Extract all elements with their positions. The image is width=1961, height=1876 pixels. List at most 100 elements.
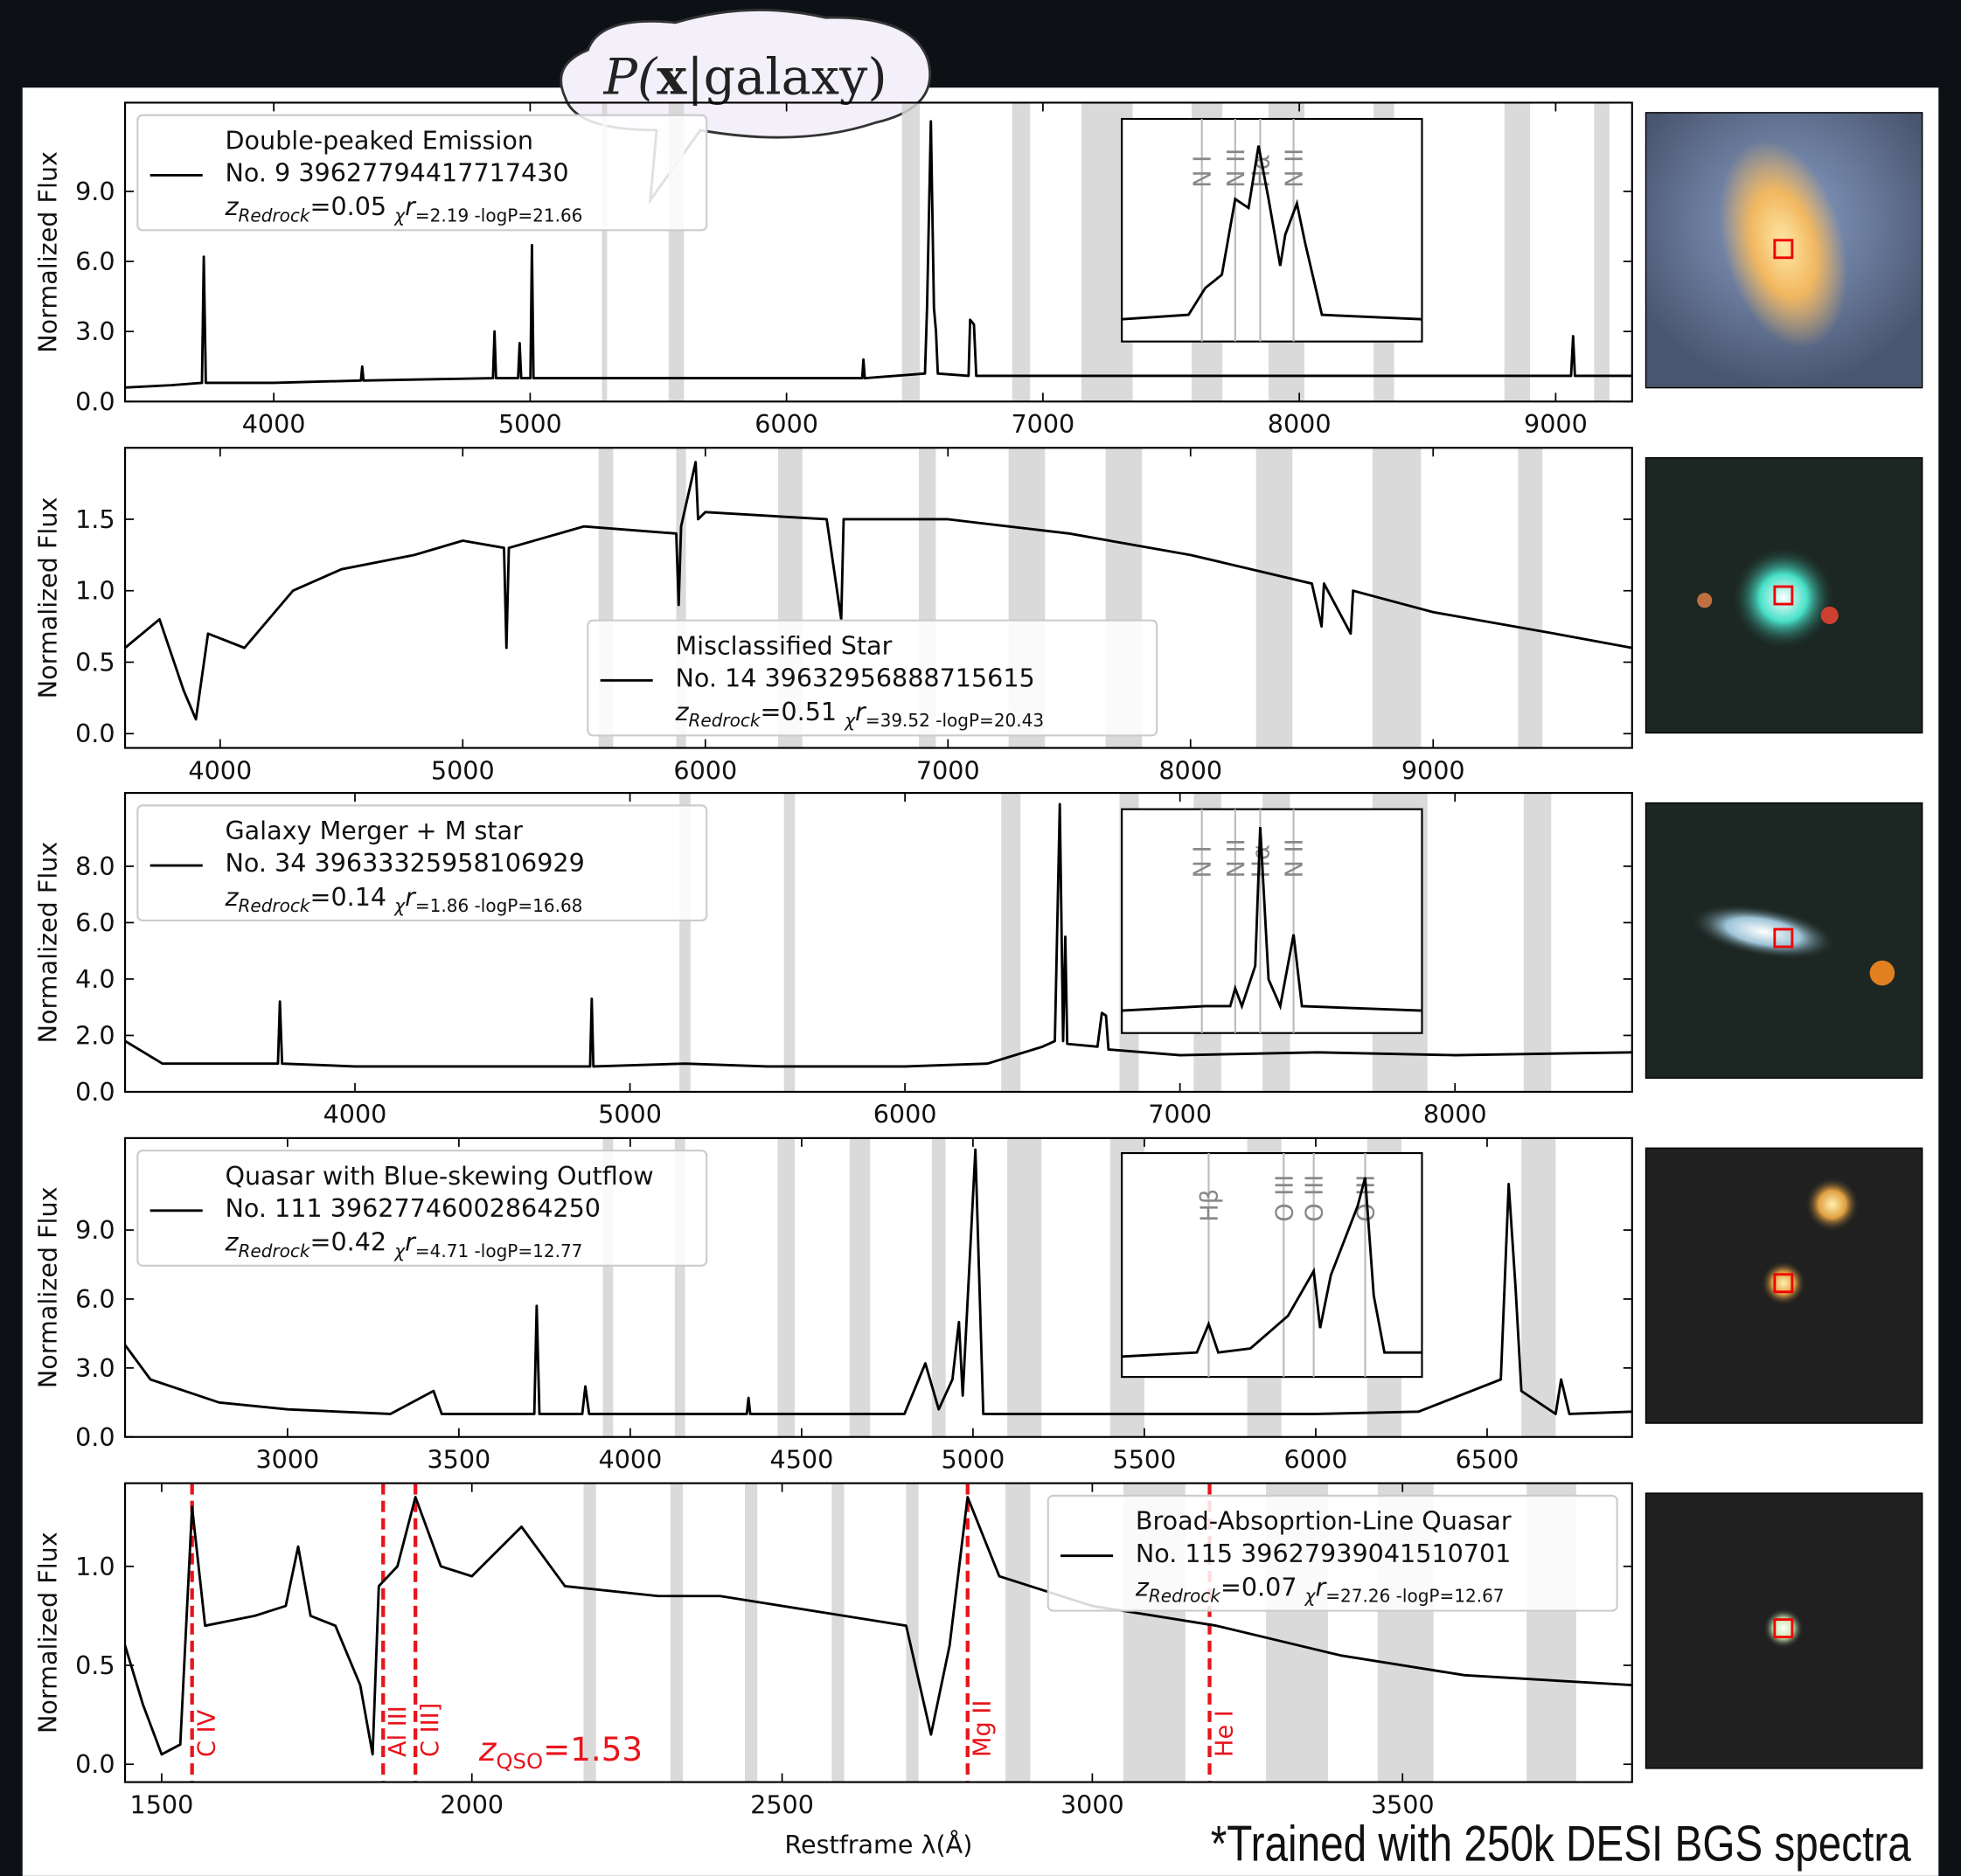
legend-id: No. 34 39633325958106929: [225, 848, 584, 878]
x-tick-label: 6000: [873, 1100, 937, 1129]
inset-box: [1122, 119, 1422, 342]
x-tick-label: 1500: [130, 1789, 194, 1819]
line-label: C IV: [193, 1709, 220, 1757]
sky-mask: [1524, 793, 1551, 1092]
bubble-part: x: [657, 47, 687, 106]
x-tick-label: 4000: [323, 1100, 387, 1129]
legend-stats-part: Redrock: [239, 205, 311, 226]
x-tick-label: 6000: [754, 409, 818, 439]
inset-line-label: N I: [1190, 845, 1217, 878]
x-tick-label: 2000: [440, 1789, 504, 1819]
legend-stats-part: =4.71 -logP=12.77: [415, 1240, 583, 1261]
sky-mask: [671, 1483, 683, 1782]
legend-stats-part: =1.86 -logP=16.68: [415, 895, 583, 916]
star: [1870, 961, 1895, 986]
x-tick-label: 5000: [942, 1445, 1005, 1475]
y-tick-label: 2.0: [75, 1020, 115, 1050]
x-tick-label: 4500: [770, 1445, 834, 1475]
legend-name: Quasar with Blue-skewing Outflow: [225, 1161, 653, 1191]
x-tick-label: 5000: [598, 1100, 662, 1129]
inset-line-label: O III: [1271, 1175, 1298, 1222]
x-tick-label: 5000: [498, 409, 562, 439]
x-tick-label: 5000: [431, 755, 495, 785]
y-tick-label: 0.0: [75, 1077, 115, 1107]
y-axis-label: Normalized Flux: [32, 151, 62, 353]
legend-id: No. 111 39627746002864250: [225, 1193, 601, 1223]
line-label: He I: [1211, 1710, 1238, 1757]
bubble-text: P(x|galaxy): [602, 47, 887, 106]
y-tick-label: 8.0: [75, 851, 115, 881]
legend-name: Double-peaked Emission: [225, 125, 533, 155]
y-tick-label: 6.0: [75, 247, 115, 276]
x-tick-label: 8000: [1268, 409, 1332, 439]
redshift-part: z: [478, 1730, 497, 1768]
sky-mask: [1594, 102, 1610, 401]
y-tick-label: 6.0: [75, 1284, 115, 1314]
legend-name: Galaxy Merger + M star: [225, 816, 523, 845]
y-tick-label: 1.0: [75, 576, 115, 606]
star: [1805, 1177, 1860, 1232]
x-tick-label: 4000: [188, 755, 252, 785]
legend-stats-part: Redrock: [1149, 1586, 1221, 1607]
inset-line-label: O III: [1302, 1175, 1329, 1222]
legend-stats-part: =0.05: [310, 191, 395, 221]
x-tick-label: 7000: [1148, 1100, 1212, 1129]
sky-mask: [1005, 1483, 1030, 1782]
legend-name: Broad-Absoprtion-Line Quasar: [1136, 1506, 1512, 1536]
y-tick-label: 0.0: [75, 1749, 115, 1779]
inset-line-label: N II: [1223, 838, 1250, 878]
x-tick-label: 6000: [673, 755, 737, 785]
y-axis-label: Normalized Flux: [32, 1532, 62, 1734]
sky-mask: [1007, 1138, 1041, 1437]
x-axis-label: Restframe λ(Å): [784, 1830, 972, 1859]
sky-mask: [831, 1483, 844, 1782]
x-tick-label: 3500: [1371, 1789, 1435, 1819]
y-tick-label: 1.5: [75, 504, 115, 534]
sky-mask: [1521, 1138, 1555, 1437]
y-tick-label: 9.0: [75, 1215, 115, 1245]
y-tick-label: 0.5: [75, 1650, 115, 1680]
legend-stats-part: =39.52 -logP=20.43: [866, 710, 1044, 731]
line-label: Mg II: [969, 1700, 996, 1757]
y-tick-label: 0.0: [75, 1422, 115, 1452]
inset-line-label: N II: [1223, 149, 1250, 188]
page: {"bubble": ["P(", "x", "|galaxy)"], "foo…: [0, 0, 1961, 1876]
redshift-part: QSO: [496, 1748, 543, 1774]
galaxy: [1731, 545, 1836, 650]
x-tick-label: 2500: [750, 1789, 814, 1819]
redshift-part: =1.53: [543, 1730, 643, 1768]
inset-box: [1122, 809, 1422, 1033]
legend-id: No. 115 39627939041510701: [1136, 1539, 1512, 1568]
sky-mask: [1505, 102, 1530, 401]
inset-line-label: N I: [1190, 156, 1217, 188]
sky-mask: [784, 793, 796, 1092]
x-tick-label: 3000: [255, 1445, 319, 1475]
y-axis-label: Normalized Flux: [32, 497, 62, 699]
legend-stats-part: =0.42: [310, 1227, 395, 1257]
bubble-part: |galaxy): [686, 48, 887, 106]
y-tick-label: 0.0: [75, 386, 115, 416]
y-tick-label: 3.0: [75, 316, 115, 346]
legend-stats-part: =27.26 -logP=12.67: [1325, 1586, 1504, 1607]
x-tick-label: 7000: [916, 755, 980, 785]
sky-mask: [1012, 102, 1031, 401]
x-tick-label: 3500: [427, 1445, 490, 1475]
x-tick-label: 5500: [1113, 1445, 1177, 1475]
line-label: C III]: [417, 1703, 444, 1757]
legend-name: Misclassified Star: [675, 630, 892, 660]
y-tick-label: 3.0: [75, 1353, 115, 1383]
legend-stats-part: z: [224, 191, 239, 221]
legend-stats-part: Redrock: [688, 710, 761, 731]
x-tick-label: 9000: [1401, 755, 1465, 785]
legend-stats-part: Redrock: [239, 895, 311, 916]
y-tick-label: 6.0: [75, 907, 115, 937]
x-tick-label: 4000: [599, 1445, 663, 1475]
star: [1697, 593, 1712, 608]
legend-stats-part: =0.14: [310, 882, 395, 912]
star: [1821, 607, 1839, 624]
legend-stats-part: =0.07: [1220, 1572, 1305, 1602]
sky-mask: [777, 1138, 795, 1437]
inset-line-label: N II: [1282, 838, 1309, 878]
x-tick-label: 4000: [242, 409, 306, 439]
x-tick-label: 6500: [1456, 1445, 1519, 1475]
